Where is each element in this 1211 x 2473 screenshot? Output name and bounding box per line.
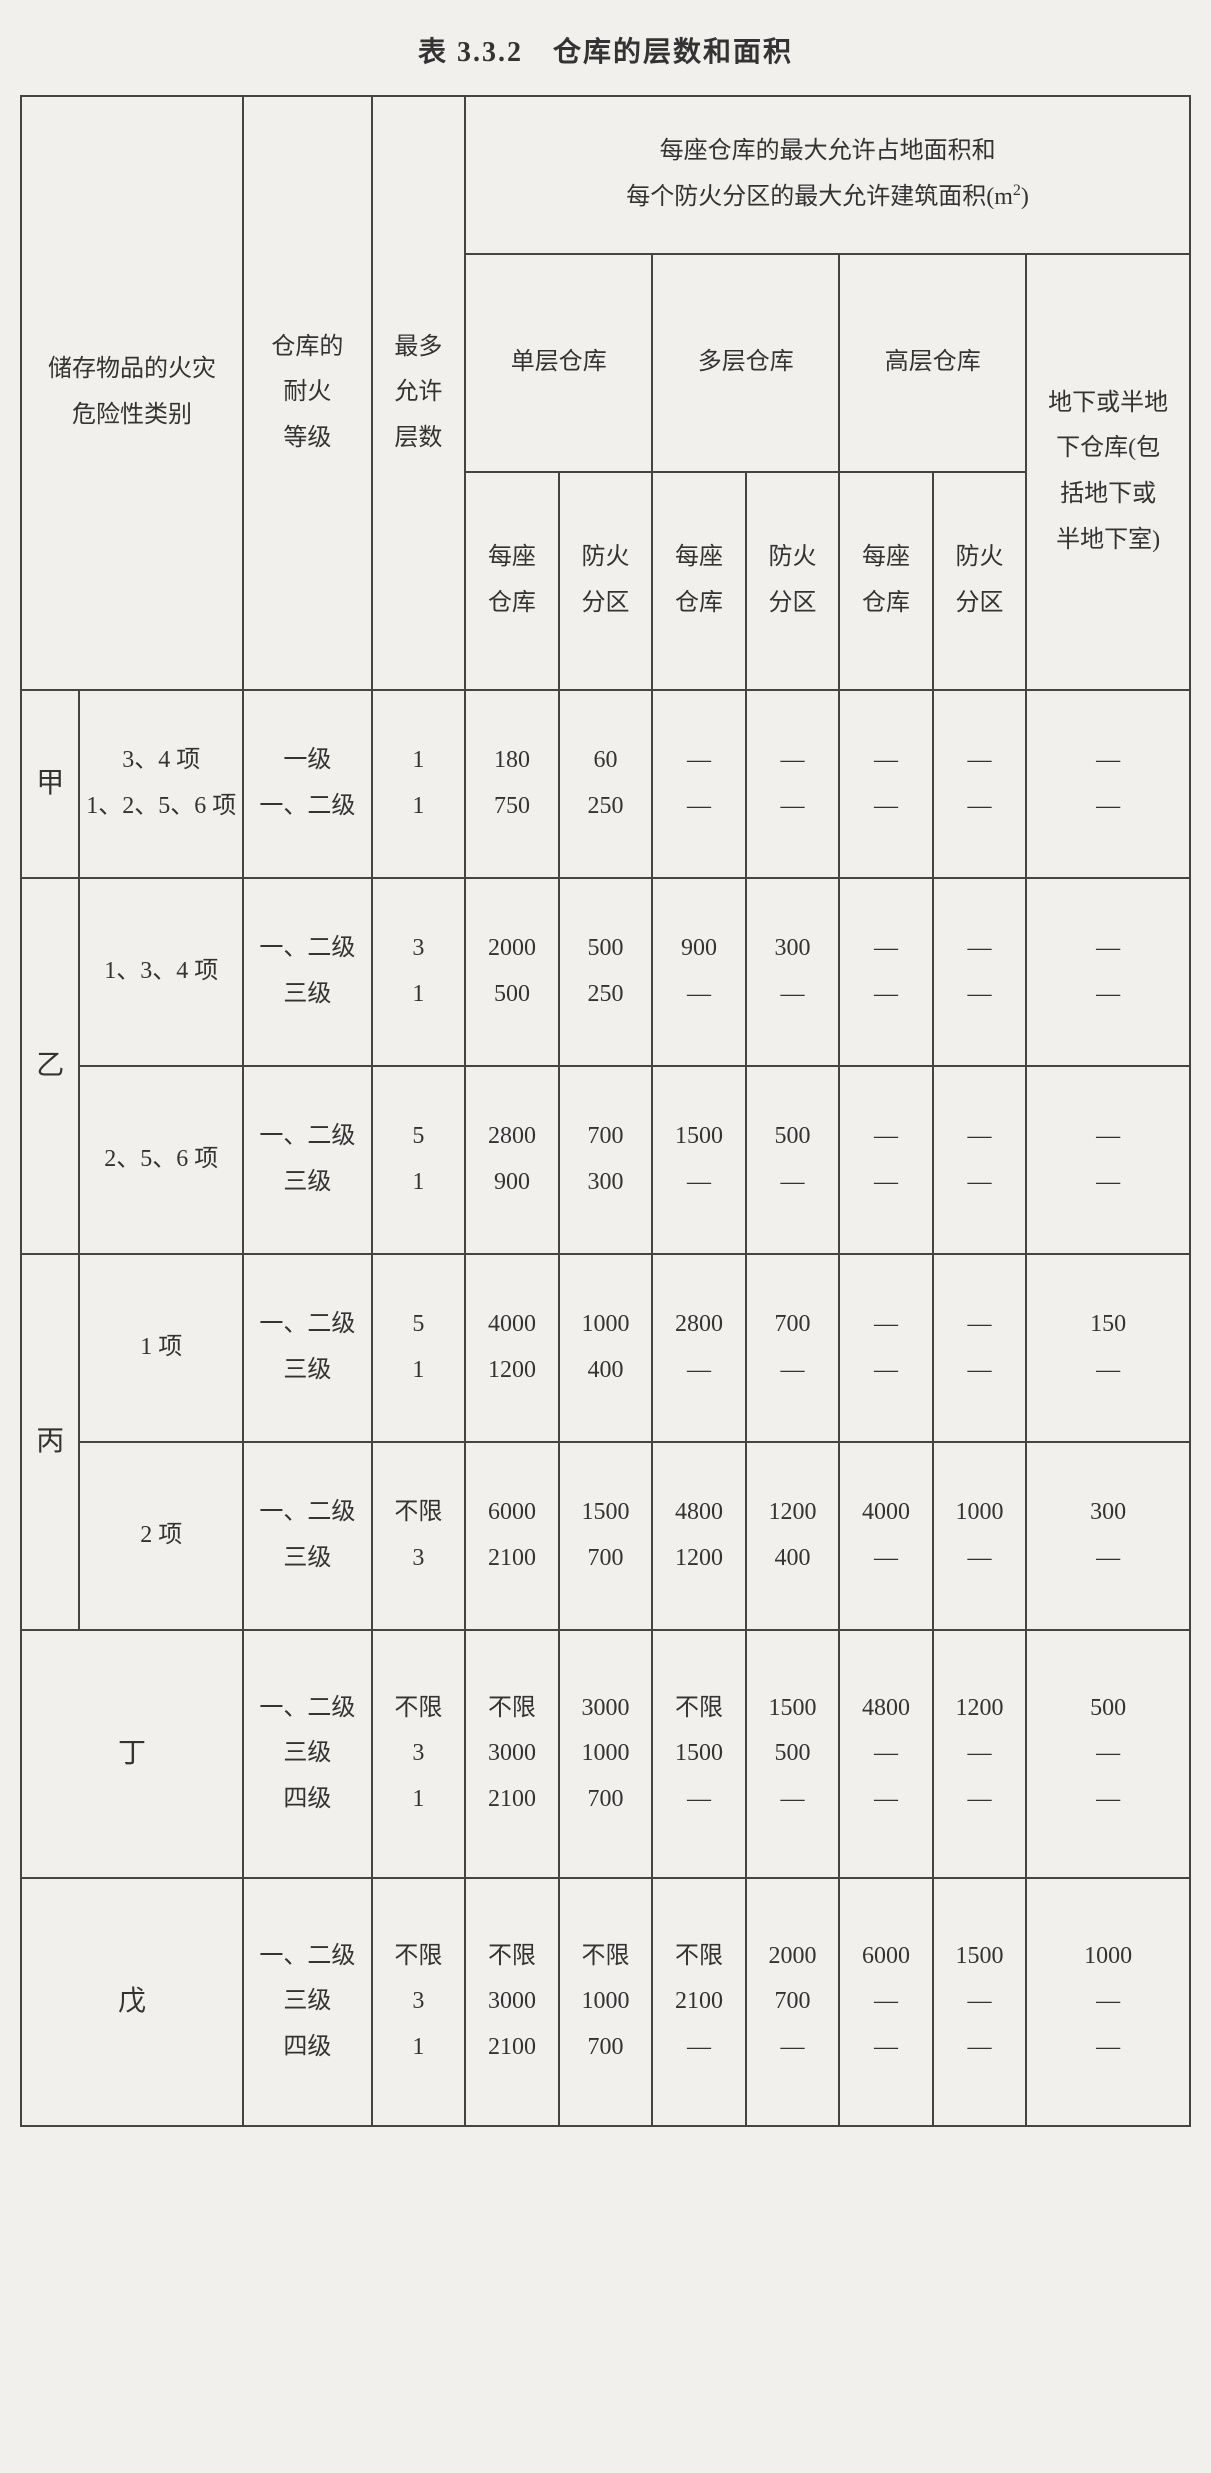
cell: —— <box>933 690 1027 878</box>
header-high-w: 每座仓库 <box>839 472 933 690</box>
cell: 300— <box>746 878 840 1066</box>
cell: —— <box>746 690 840 878</box>
cell: 700300 <box>559 1066 653 1254</box>
cell: 51 <box>372 1066 466 1254</box>
cell: 1200—— <box>933 1630 1027 1878</box>
header-single-w: 每座仓库 <box>465 472 559 690</box>
header-single: 单层仓库 <box>465 254 652 472</box>
table-row: 2、5、6 项 一、二级三级 51 2800900 700300 1500— 5… <box>21 1066 1190 1254</box>
cell: 1200400 <box>746 1442 840 1630</box>
cell: 31 <box>372 878 466 1066</box>
cell: 不限30002100 <box>465 1630 559 1878</box>
cell: 2000700— <box>746 1878 840 2126</box>
cell: 1500— <box>652 1066 746 1254</box>
cell: 1000400 <box>559 1254 653 1442</box>
cell: 一、二级三级 <box>243 1442 372 1630</box>
cell: 900— <box>652 878 746 1066</box>
cell: 2800— <box>652 1254 746 1442</box>
cell: 180750 <box>465 690 559 878</box>
cell: 一级一、二级 <box>243 690 372 878</box>
cell: 1000—— <box>1026 1878 1190 2126</box>
cell: 500250 <box>559 878 653 1066</box>
cell: 1500500— <box>746 1630 840 1878</box>
header-multi-w: 每座仓库 <box>652 472 746 690</box>
warehouse-table: 储存物品的火灾危险性类别 仓库的耐火等级 最多允许层数 每座仓库的最大允许占地面… <box>20 95 1191 2127</box>
cell: 11 <box>372 690 466 878</box>
table-row: 戊 一、二级三级四级 不限31 不限30002100 不限1000700 不限2… <box>21 1878 1190 2126</box>
header-area-line2: 每个防火分区的最大允许建筑面积(m2) <box>626 184 1029 210</box>
cell: 一、二级三级 <box>243 1254 372 1442</box>
cell: 51 <box>372 1254 466 1442</box>
cell: 500—— <box>1026 1630 1190 1878</box>
cell: 2 项 <box>79 1442 243 1630</box>
cell: 1、3、4 项 <box>79 878 243 1066</box>
cell: 1 项 <box>79 1254 243 1442</box>
header-fire-grade: 仓库的耐火等级 <box>243 96 372 690</box>
cell: 6000—— <box>839 1878 933 2126</box>
cell: —— <box>933 878 1027 1066</box>
table-row: 丁 一、二级三级四级 不限31 不限30002100 30001000700 不… <box>21 1630 1190 1878</box>
cell: —— <box>839 690 933 878</box>
cell: 4000— <box>839 1442 933 1630</box>
header-area-top: 每座仓库的最大允许占地面积和 每个防火分区的最大允许建筑面积(m2) <box>465 96 1190 254</box>
cell: 一、二级三级 <box>243 878 372 1066</box>
table-row: 2 项 一、二级三级 不限3 60002100 1500700 48001200… <box>21 1442 1190 1630</box>
cell: —— <box>839 878 933 1066</box>
header-single-z: 防火分区 <box>559 472 653 690</box>
cell: 不限30002100 <box>465 1878 559 2126</box>
cat-yi: 乙 <box>21 878 79 1254</box>
cell: 700— <box>746 1254 840 1442</box>
cell: 不限1500— <box>652 1630 746 1878</box>
cell: 不限31 <box>372 1630 466 1878</box>
header-underground: 地下或半地下仓库(包括地下或半地下室) <box>1026 254 1190 690</box>
cell: 150— <box>1026 1254 1190 1442</box>
cat-ding: 丁 <box>21 1630 243 1878</box>
cell: —— <box>839 1066 933 1254</box>
cell: 不限1000700 <box>559 1878 653 2126</box>
cell: —— <box>933 1066 1027 1254</box>
cell: 60002100 <box>465 1442 559 1630</box>
header-max-floors: 最多允许层数 <box>372 96 466 690</box>
cell: 一、二级三级四级 <box>243 1878 372 2126</box>
cell: 300— <box>1026 1442 1190 1630</box>
cell: —— <box>1026 1066 1190 1254</box>
cell: —— <box>933 1254 1027 1442</box>
table-row: 丙 1 项 一、二级三级 51 40001200 1000400 2800— 7… <box>21 1254 1190 1442</box>
cell: 一、二级三级 <box>243 1066 372 1254</box>
cell: —— <box>652 690 746 878</box>
cell: 1000— <box>933 1442 1027 1630</box>
cell: 一、二级三级四级 <box>243 1630 372 1878</box>
cell: 1500—— <box>933 1878 1027 2126</box>
header-high-z: 防火分区 <box>933 472 1027 690</box>
table-row: 甲 3、4 项1、2、5、6 项 一级一、二级 11 180750 60250 … <box>21 690 1190 878</box>
cell: 3、4 项1、2、5、6 项 <box>79 690 243 878</box>
header-high: 高层仓库 <box>839 254 1026 472</box>
cell: —— <box>1026 878 1190 1066</box>
cell: 2000500 <box>465 878 559 1066</box>
cat-wu: 戊 <box>21 1878 243 2126</box>
cell: 不限3 <box>372 1442 466 1630</box>
cat-jia: 甲 <box>21 690 79 878</box>
header-multi-z: 防火分区 <box>746 472 840 690</box>
cell: 4800—— <box>839 1630 933 1878</box>
cell: 40001200 <box>465 1254 559 1442</box>
cell: 2800900 <box>465 1066 559 1254</box>
cell: 2、5、6 项 <box>79 1066 243 1254</box>
header-category: 储存物品的火灾危险性类别 <box>21 96 243 690</box>
cat-bing: 丙 <box>21 1254 79 1630</box>
header-area-line1: 每座仓库的最大允许占地面积和 <box>660 138 996 164</box>
header-multi: 多层仓库 <box>652 254 839 472</box>
cell: 不限31 <box>372 1878 466 2126</box>
table-row: 乙 1、3、4 项 一、二级三级 31 2000500 500250 900— … <box>21 878 1190 1066</box>
cell: 不限2100— <box>652 1878 746 2126</box>
table-title: 表 3.3.2 仓库的层数和面积 <box>20 30 1191 70</box>
cell: —— <box>1026 690 1190 878</box>
cell: 1500700 <box>559 1442 653 1630</box>
cell: —— <box>839 1254 933 1442</box>
cell: 30001000700 <box>559 1630 653 1878</box>
cell: 48001200 <box>652 1442 746 1630</box>
cell: 500— <box>746 1066 840 1254</box>
cell: 60250 <box>559 690 653 878</box>
